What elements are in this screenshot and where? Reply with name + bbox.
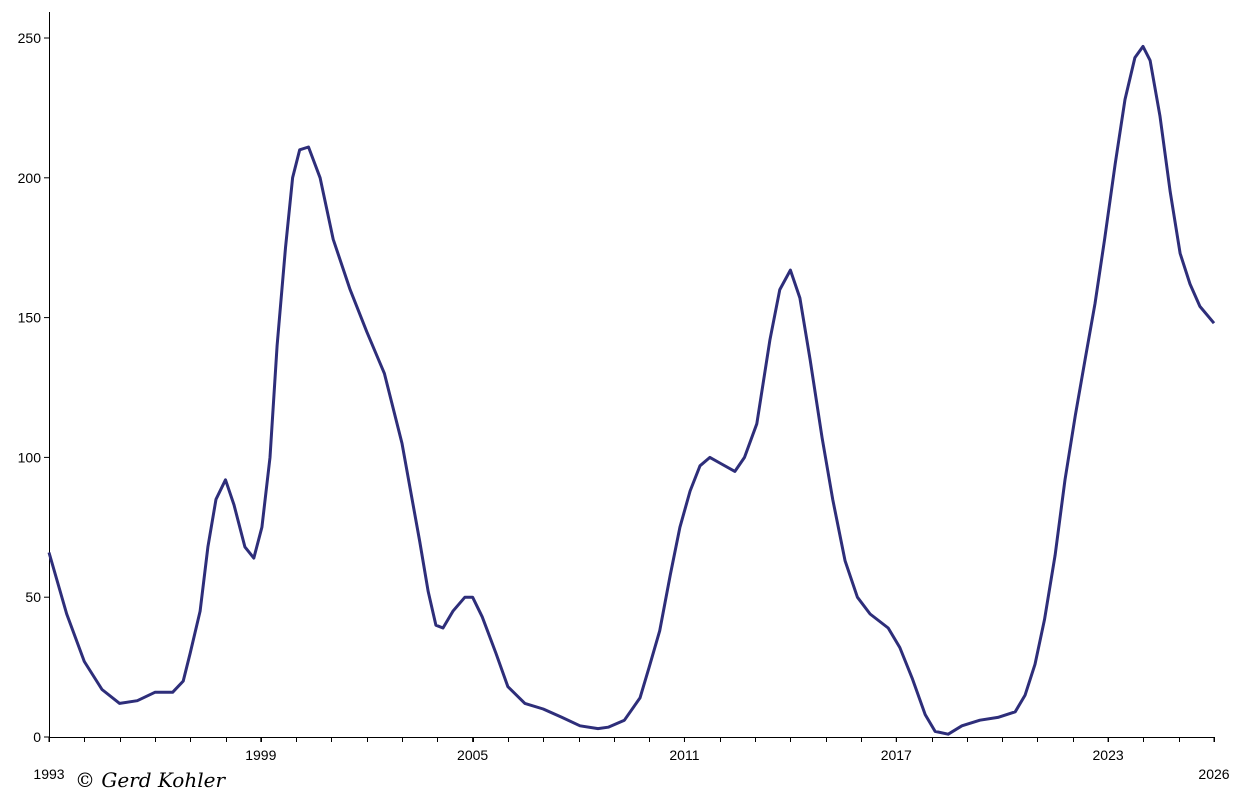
x-tick-label: 2017 (881, 747, 912, 763)
y-tick-label: 150 (18, 310, 42, 326)
y-tick-label: 50 (25, 589, 41, 605)
x-tick-label: 1993 (33, 766, 64, 782)
x-tick-label: 2026 (1198, 766, 1229, 782)
x-tick-label: 1999 (245, 747, 276, 763)
y-tick-label: 200 (18, 170, 42, 186)
annotation: © Gerd Kohler (75, 768, 226, 792)
data-line (47, 44, 1216, 736)
x-tick-label: 2005 (457, 747, 488, 763)
y-tick-label: 100 (18, 449, 42, 465)
y-tick-label: 250 (18, 30, 42, 46)
y-tick-label: 0 (33, 729, 41, 745)
x-tick-label: 2023 (1093, 747, 1124, 763)
x-tick-label: 2011 (669, 747, 699, 763)
